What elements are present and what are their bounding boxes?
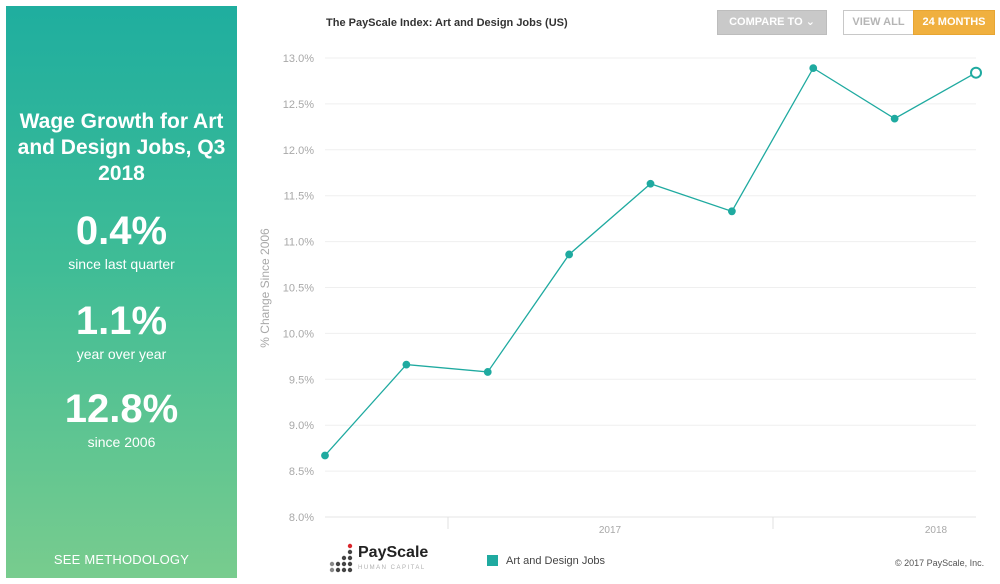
stat-label: since 2006 (87, 434, 156, 450)
compare-to-label: COMPARE TO (729, 16, 803, 28)
logo-dots-icon (329, 543, 353, 573)
data-point[interactable] (646, 179, 655, 188)
see-methodology-link[interactable]: SEE METHODOLOGY (53, 552, 190, 567)
data-point[interactable] (321, 451, 329, 460)
chart-legend: Art and Design Jobs (487, 555, 605, 567)
x-tick-label: 2018 (925, 525, 948, 536)
logo-name: PayScale (358, 544, 429, 561)
stat-value: 0.4% (75, 209, 168, 253)
logo-subtitle: HUMAN CAPITAL (358, 565, 426, 571)
y-tick-label: 11.5% (284, 191, 315, 203)
y-tick-label: 8.0% (289, 512, 314, 524)
y-tick-label: 10.5% (283, 283, 314, 295)
data-point[interactable] (565, 250, 574, 259)
data-point[interactable] (402, 360, 411, 369)
stat-value: 1.1% (75, 299, 168, 343)
summary-panel: Wage Growth for Art and Design Jobs, Q3 … (6, 6, 237, 578)
legend-swatch (487, 555, 498, 566)
chart-title: The PayScale Index: Art and Design Jobs … (326, 17, 568, 29)
x-tick-label: 2017 (599, 525, 622, 536)
y-tick-label: 12.5% (283, 99, 314, 111)
chevron-down-icon: ⌄ (805, 16, 815, 28)
stat-label: year over year (76, 346, 167, 362)
gridlines (325, 57, 976, 518)
data-point[interactable] (890, 114, 899, 123)
y-tick-label: 9.5% (289, 374, 314, 386)
y-tick-label: 9.0% (289, 420, 314, 432)
legend-label: Art and Design Jobs (506, 555, 606, 567)
stat-year: 1.1% year over year (6, 298, 237, 364)
data-points (321, 64, 982, 460)
data-point[interactable] (483, 368, 492, 376)
copyright-text: © 2017 PayScale, Inc. (895, 558, 985, 568)
24-months-button[interactable]: 24 MONTHS (913, 10, 995, 35)
y-tick-label: 11.0% (284, 237, 315, 249)
y-axis-label: % Change Since 2006 (258, 228, 272, 348)
data-point[interactable] (727, 207, 736, 216)
y-axis-ticks: 8.0% 8.5% 9.0% 9.5% 10.0% 10.5% 11.0% 11.5% 12.0… (283, 53, 314, 524)
payscale-logo: PayScale HUMAN CAPITAL (328, 540, 438, 576)
y-tick-label: 8.5% (289, 466, 314, 478)
y-tick-label: 12.0% (283, 145, 314, 157)
y-tick-label: 10.0% (283, 328, 314, 340)
view-all-button[interactable]: VIEW ALL (843, 10, 913, 35)
data-point[interactable] (809, 64, 818, 72)
x-axis-ticks: 2017 2018 (447, 517, 948, 536)
series-line (324, 67, 977, 456)
stat-value: 12.8% (64, 387, 179, 431)
y-tick-label: 13.0% (283, 53, 314, 65)
stat-quarter: 0.4% since last quarter (6, 208, 237, 274)
compare-to-button[interactable]: COMPARE TO ⌄ (717, 10, 827, 35)
stat-label: since last quarter (68, 256, 175, 272)
data-point-latest[interactable] (970, 66, 982, 79)
stat-since-2006: 12.8% since 2006 (6, 386, 237, 452)
panel-title: Wage Growth for Art and Design Jobs, Q3 … (17, 110, 226, 185)
